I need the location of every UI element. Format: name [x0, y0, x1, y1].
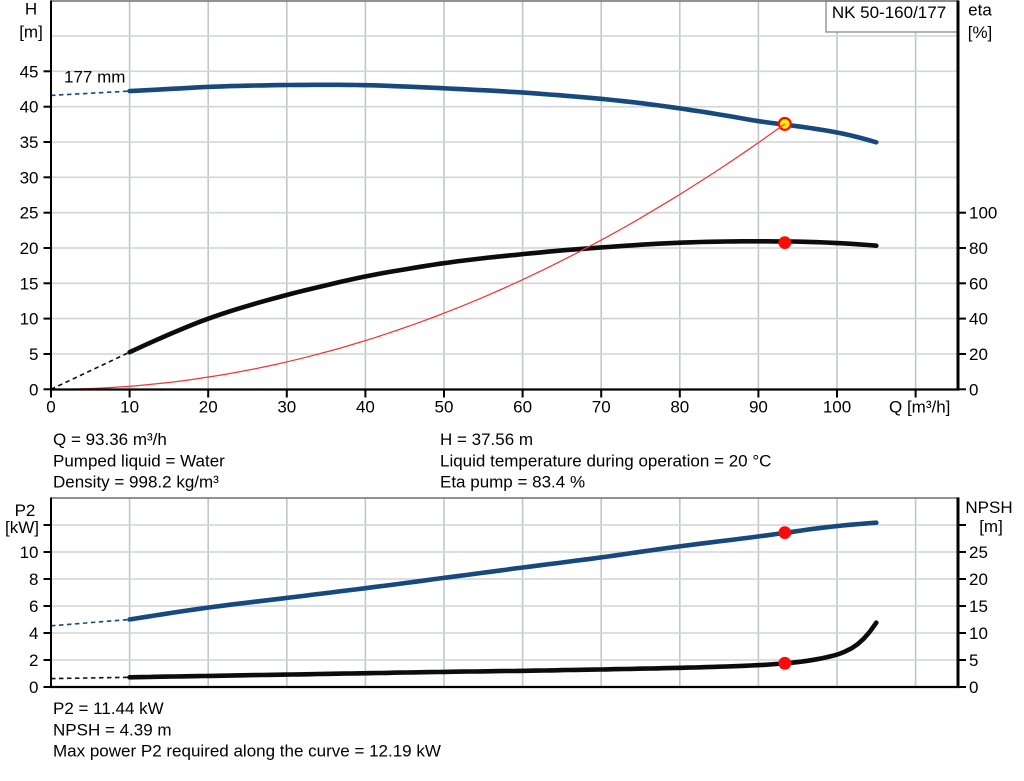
svg-text:10: 10 — [20, 543, 39, 562]
svg-text:2: 2 — [29, 651, 38, 670]
svg-text:20: 20 — [969, 345, 988, 364]
svg-text:60: 60 — [969, 274, 988, 293]
svg-text:Q = 93.36 m³/h: Q = 93.36 m³/h — [53, 430, 167, 449]
svg-text:Liquid temperature during oper: Liquid temperature during operation = 20… — [440, 451, 771, 470]
svg-text:6: 6 — [29, 597, 38, 616]
svg-text:NPSH: NPSH — [965, 498, 1012, 517]
svg-text:[%]: [%] — [968, 23, 993, 42]
svg-text:H: H — [25, 0, 37, 19]
svg-text:15: 15 — [20, 274, 39, 293]
svg-text:20: 20 — [20, 239, 39, 258]
svg-text:10: 10 — [969, 624, 988, 643]
svg-text:10: 10 — [20, 310, 39, 329]
svg-text:40: 40 — [356, 398, 375, 417]
svg-text:Pumped liquid = Water: Pumped liquid = Water — [53, 451, 225, 470]
svg-text:NPSH = 4.39 m: NPSH = 4.39 m — [53, 720, 172, 739]
svg-text:Eta pump = 83.4 %: Eta pump = 83.4 % — [440, 473, 585, 492]
svg-text:100: 100 — [823, 398, 851, 417]
svg-text:5: 5 — [29, 345, 38, 364]
svg-text:0: 0 — [29, 678, 38, 697]
svg-text:Q [m³/h]: Q [m³/h] — [889, 398, 950, 417]
svg-text:P2: P2 — [15, 501, 36, 520]
svg-text:[m]: [m] — [19, 23, 43, 42]
svg-text:60: 60 — [513, 398, 532, 417]
svg-text:P2 = 11.44 kW: P2 = 11.44 kW — [53, 699, 164, 718]
svg-text:0: 0 — [969, 678, 978, 697]
svg-text:40: 40 — [969, 310, 988, 329]
svg-text:25: 25 — [20, 204, 39, 223]
svg-text:0: 0 — [969, 380, 978, 399]
svg-text:30: 30 — [20, 168, 39, 187]
svg-text:177 mm: 177 mm — [64, 68, 125, 87]
svg-text:20: 20 — [969, 570, 988, 589]
svg-text:45: 45 — [20, 62, 39, 81]
svg-text:[kW]: [kW] — [5, 518, 39, 537]
svg-text:30: 30 — [277, 398, 296, 417]
svg-text:H = 37.56 m: H = 37.56 m — [440, 430, 533, 449]
svg-text:40: 40 — [20, 98, 39, 117]
svg-text:[m]: [m] — [979, 517, 1003, 536]
svg-text:80: 80 — [969, 239, 988, 258]
svg-text:25: 25 — [969, 543, 988, 562]
svg-text:15: 15 — [969, 597, 988, 616]
svg-text:90: 90 — [749, 398, 768, 417]
svg-text:4: 4 — [29, 624, 38, 643]
svg-text:0: 0 — [46, 398, 55, 417]
svg-text:100: 100 — [969, 204, 997, 223]
svg-text:NK 50-160/177: NK 50-160/177 — [832, 3, 946, 22]
svg-text:eta: eta — [968, 1, 992, 20]
svg-text:Density = 998.2 kg/m³: Density = 998.2 kg/m³ — [53, 473, 219, 492]
svg-text:5: 5 — [969, 651, 978, 670]
svg-text:80: 80 — [670, 398, 689, 417]
svg-text:0: 0 — [29, 380, 38, 399]
svg-text:8: 8 — [29, 570, 38, 589]
svg-text:20: 20 — [199, 398, 218, 417]
svg-text:70: 70 — [592, 398, 611, 417]
svg-text:35: 35 — [20, 133, 39, 152]
svg-text:Max power P2 required along th: Max power P2 required along the curve = … — [53, 742, 441, 761]
svg-text:10: 10 — [120, 398, 139, 417]
svg-text:50: 50 — [435, 398, 454, 417]
